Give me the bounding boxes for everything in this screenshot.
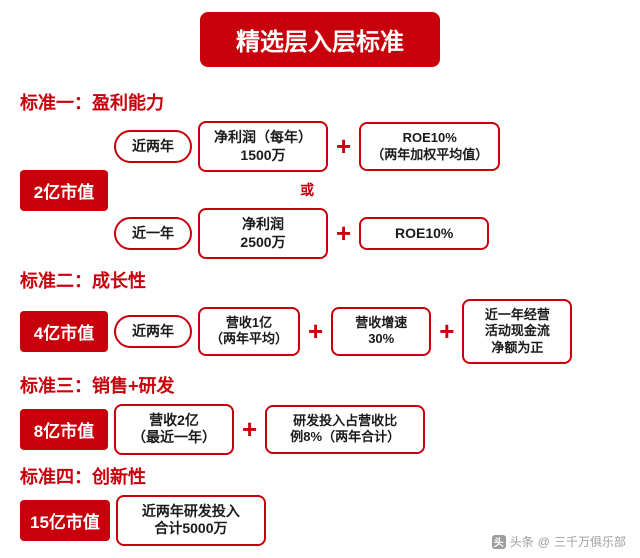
- box-line: 营收1亿: [226, 315, 272, 331]
- box-line: 净利润: [242, 216, 284, 234]
- rd-ratio-box: 研发投入占营收比 例8%（两年合计）: [265, 405, 425, 454]
- box-line: 合计5000万: [154, 520, 227, 538]
- plus-icon: +: [306, 316, 325, 347]
- revenue-box: 营收2亿 （最近一年）: [114, 404, 234, 455]
- box-line: ROE10%: [395, 225, 453, 243]
- section-1-branches: 近两年 净利润（每年） 1500万 + ROE10% （两年加权平均值） 或 近…: [114, 121, 500, 259]
- plus-icon: +: [334, 131, 353, 162]
- period-pill: 近两年: [114, 130, 192, 164]
- period-pill: 近两年: [114, 315, 192, 349]
- watermark-name: 三千万俱乐部: [554, 533, 626, 550]
- profit-box: 净利润（每年） 1500万: [198, 121, 328, 172]
- roe-box: ROE10% （两年加权平均值）: [359, 122, 500, 171]
- box-line: 30%: [368, 331, 394, 347]
- watermark-prefix: 头条: [510, 533, 534, 550]
- watermark: 头 头条 @ 三千万俱乐部: [492, 533, 626, 550]
- box-line: （最近一年）: [132, 429, 216, 447]
- plus-icon: +: [437, 316, 456, 347]
- section-1-heading: 标准一：盈利能力: [20, 89, 620, 115]
- market-cap-4: 15亿市值: [20, 500, 110, 541]
- box-line: 营收增速: [355, 315, 407, 331]
- box-line: 活动现金流: [485, 323, 550, 339]
- market-cap-2: 4亿市值: [20, 311, 108, 352]
- box-line: （两年平均）: [210, 331, 288, 347]
- growth-box: 营收增速 30%: [331, 307, 431, 356]
- section-1-row: 2亿市值 近两年 净利润（每年） 1500万 + ROE10% （两年加权平均值…: [20, 121, 620, 259]
- box-line: ROE10%: [403, 130, 457, 146]
- section-1-branch-b: 近一年 净利润 2500万 + ROE10%: [114, 208, 500, 259]
- section-2-heading: 标准二：成长性: [20, 267, 620, 293]
- cashflow-box: 近一年经营 活动现金流 净额为正: [462, 299, 572, 364]
- box-line: （两年加权平均值）: [371, 147, 488, 163]
- box-line: 2500万: [240, 234, 285, 252]
- box-line: 净利润（每年）: [214, 129, 312, 147]
- profit-box: 净利润 2500万: [198, 208, 328, 259]
- roe-box: ROE10%: [359, 217, 489, 251]
- section-3-row: 8亿市值 营收2亿 （最近一年） + 研发投入占营收比 例8%（两年合计）: [20, 404, 620, 455]
- box-line: 1500万: [240, 147, 285, 165]
- box-line: 营收2亿: [149, 412, 199, 430]
- period-pill: 近一年: [114, 217, 192, 251]
- rd-total-box: 近两年研发投入 合计5000万: [116, 495, 266, 546]
- toutiao-icon: 头: [492, 535, 506, 549]
- section-2-row: 4亿市值 近两年 营收1亿 （两年平均） + 营收增速 30% + 近一年经营 …: [20, 299, 620, 364]
- page-title: 精选层入层标准: [200, 12, 440, 67]
- revenue-box: 营收1亿 （两年平均）: [198, 307, 300, 356]
- market-cap-1: 2亿市值: [20, 170, 108, 211]
- market-cap-3: 8亿市值: [20, 409, 108, 450]
- plus-icon: +: [240, 414, 259, 445]
- watermark-at: @: [538, 535, 550, 549]
- plus-icon: +: [334, 218, 353, 249]
- box-line: 研发投入占营收比: [293, 413, 397, 429]
- box-line: 近两年研发投入: [142, 503, 240, 521]
- box-line: 净额为正: [491, 340, 543, 356]
- box-line: 近一年经营: [485, 307, 550, 323]
- section-3-heading: 标准三：销售+研发: [20, 372, 620, 398]
- or-label: 或: [114, 180, 500, 200]
- section-1-branch-a: 近两年 净利润（每年） 1500万 + ROE10% （两年加权平均值）: [114, 121, 500, 172]
- box-line: 例8%（两年合计）: [290, 429, 400, 445]
- section-4-heading: 标准四：创新性: [20, 463, 620, 489]
